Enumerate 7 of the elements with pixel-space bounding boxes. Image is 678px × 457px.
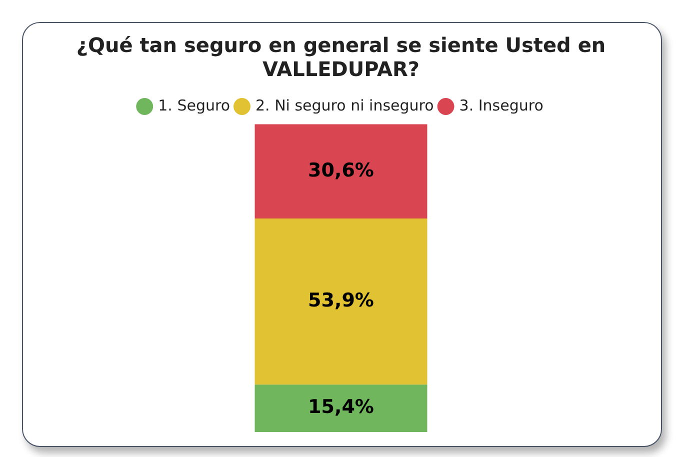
legend-label: 2. Ni seguro ni inseguro: [255, 96, 434, 114]
data-label: 15,4%: [308, 396, 374, 418]
legend-label: 1. Seguro: [158, 96, 230, 114]
legend-label: 3. Inseguro: [459, 96, 544, 114]
data-label: 53,9%: [308, 290, 374, 312]
data-label: 30,6%: [308, 159, 374, 182]
chart-title: ¿Qué tan seguro en general se siente Usted en VALLEDUPAR?: [76, 33, 606, 82]
